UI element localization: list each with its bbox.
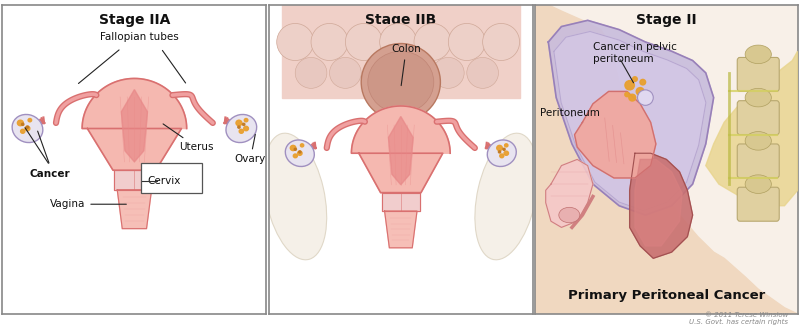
Polygon shape [122, 90, 147, 162]
FancyBboxPatch shape [141, 163, 202, 193]
Polygon shape [82, 78, 186, 170]
Polygon shape [351, 106, 450, 193]
Polygon shape [118, 190, 151, 229]
Polygon shape [546, 159, 593, 227]
Polygon shape [382, 193, 420, 211]
Ellipse shape [625, 81, 634, 90]
Ellipse shape [398, 58, 430, 88]
Text: © 2011 Terese Winslow
U.S. Govt. has certain rights: © 2011 Terese Winslow U.S. Govt. has cer… [689, 312, 788, 325]
Ellipse shape [226, 114, 257, 143]
Polygon shape [635, 159, 682, 246]
Ellipse shape [238, 126, 240, 128]
Ellipse shape [26, 126, 29, 128]
Ellipse shape [500, 154, 504, 158]
Polygon shape [574, 92, 656, 178]
Ellipse shape [559, 207, 580, 223]
Ellipse shape [12, 114, 43, 143]
Ellipse shape [467, 58, 498, 88]
Ellipse shape [294, 148, 297, 150]
FancyBboxPatch shape [738, 144, 779, 178]
Text: Cancer: Cancer [30, 169, 70, 179]
Ellipse shape [448, 24, 486, 60]
Ellipse shape [346, 24, 382, 60]
Text: Ovary: Ovary [234, 134, 266, 164]
Text: Colon: Colon [391, 44, 421, 86]
Polygon shape [706, 51, 798, 206]
Ellipse shape [475, 133, 538, 260]
Polygon shape [282, 2, 520, 97]
Ellipse shape [745, 175, 771, 193]
Ellipse shape [633, 77, 638, 81]
Ellipse shape [503, 148, 505, 150]
Ellipse shape [636, 88, 644, 95]
Polygon shape [630, 153, 693, 258]
Ellipse shape [22, 123, 24, 126]
Ellipse shape [290, 146, 296, 151]
Ellipse shape [28, 118, 32, 122]
Ellipse shape [414, 24, 451, 60]
Ellipse shape [236, 120, 242, 126]
Ellipse shape [380, 24, 417, 60]
Ellipse shape [300, 144, 304, 147]
Ellipse shape [277, 24, 314, 60]
Ellipse shape [298, 151, 302, 155]
Ellipse shape [487, 140, 516, 166]
Ellipse shape [21, 129, 25, 133]
Ellipse shape [368, 51, 434, 113]
Ellipse shape [286, 140, 314, 166]
Ellipse shape [244, 118, 248, 122]
Text: Primary Peritoneal Cancer: Primary Peritoneal Cancer [568, 288, 765, 301]
Ellipse shape [745, 88, 771, 107]
Ellipse shape [625, 92, 630, 97]
Ellipse shape [638, 90, 654, 105]
Text: Uterus: Uterus [163, 124, 214, 152]
Ellipse shape [294, 154, 298, 158]
Polygon shape [385, 211, 417, 248]
Ellipse shape [239, 129, 243, 133]
Ellipse shape [505, 144, 508, 147]
Ellipse shape [244, 126, 249, 131]
Text: Stage II: Stage II [636, 13, 697, 26]
Text: Cervix: Cervix [148, 176, 181, 186]
Text: Cancer in pelvic
peritoneum: Cancer in pelvic peritoneum [593, 42, 677, 63]
Text: Stage IIA: Stage IIA [98, 13, 170, 26]
Ellipse shape [745, 45, 771, 64]
Ellipse shape [745, 131, 771, 150]
Ellipse shape [482, 24, 520, 60]
Text: Fallopian tubes: Fallopian tubes [100, 32, 179, 42]
Ellipse shape [298, 151, 301, 153]
Polygon shape [389, 116, 413, 185]
Ellipse shape [629, 94, 636, 101]
Ellipse shape [25, 126, 30, 131]
Ellipse shape [295, 58, 327, 88]
Ellipse shape [242, 123, 245, 126]
Ellipse shape [362, 43, 441, 121]
Ellipse shape [330, 58, 362, 88]
FancyBboxPatch shape [738, 101, 779, 135]
Text: Vagina: Vagina [50, 199, 126, 209]
Polygon shape [114, 170, 154, 190]
Ellipse shape [264, 133, 326, 260]
Polygon shape [554, 31, 706, 211]
Ellipse shape [311, 24, 348, 60]
Ellipse shape [18, 120, 23, 126]
Ellipse shape [497, 146, 502, 151]
Text: Stage IIB: Stage IIB [365, 13, 437, 26]
FancyBboxPatch shape [738, 58, 779, 92]
Ellipse shape [504, 151, 509, 155]
Polygon shape [535, 5, 798, 314]
Ellipse shape [498, 151, 501, 153]
Polygon shape [548, 20, 714, 215]
Text: Peritoneum: Peritoneum [541, 108, 600, 118]
FancyBboxPatch shape [738, 187, 779, 221]
Ellipse shape [640, 79, 646, 85]
Ellipse shape [643, 93, 647, 96]
Ellipse shape [364, 58, 395, 88]
Ellipse shape [433, 58, 464, 88]
